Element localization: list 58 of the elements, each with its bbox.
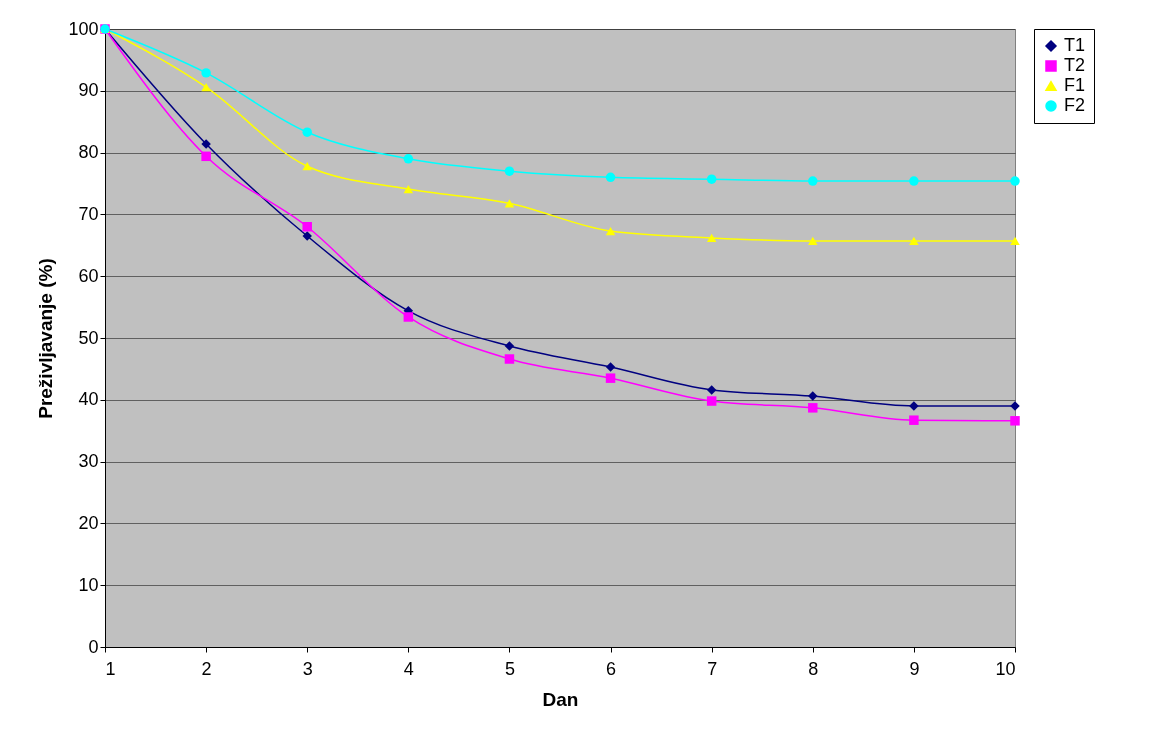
y-tick-label: 70 [78, 203, 99, 224]
x-tick-label: 8 [808, 658, 819, 679]
point [504, 166, 515, 176]
point [1010, 416, 1020, 426]
point [302, 162, 312, 171]
y-tick-label: 10 [78, 574, 99, 595]
y-tick-label: 30 [78, 451, 99, 472]
point [403, 312, 414, 322]
point [403, 184, 414, 194]
x-tick-label: 7 [707, 658, 718, 679]
point [1010, 236, 1020, 246]
point [605, 172, 616, 183]
point [605, 362, 616, 372]
y-tick-label: 60 [78, 265, 99, 286]
point [706, 385, 717, 395]
x-tick-label: 3 [302, 658, 313, 679]
x-tick-label: 1 [105, 658, 116, 679]
point [201, 82, 211, 92]
x-tick-label: 4 [403, 658, 414, 679]
x-tick-label: 2 [201, 658, 212, 679]
x-tick-label: 5 [504, 658, 515, 679]
point [201, 151, 211, 162]
point [706, 396, 717, 406]
y-tick-label: 20 [78, 512, 99, 533]
point [808, 403, 818, 413]
legend-label: F1 [1064, 75, 1086, 95]
point [504, 354, 515, 364]
y-tick-label: 0 [88, 636, 99, 657]
y-axis-title: Preživljavanje (%) [35, 258, 57, 419]
point [909, 415, 919, 425]
point [403, 154, 414, 164]
y-tick-label: 40 [78, 389, 99, 410]
point [302, 222, 312, 232]
y-tick-label: 90 [78, 80, 99, 101]
point [909, 176, 919, 186]
point [706, 174, 717, 184]
y-tick-label: 80 [78, 142, 99, 163]
y-tick-label: 100 [68, 18, 99, 39]
point [1010, 176, 1020, 186]
x-tick-label: 9 [909, 658, 920, 679]
point [808, 176, 818, 186]
point [504, 199, 515, 208]
legend-label: F2 [1064, 95, 1086, 115]
x-tick-label: 6 [606, 658, 617, 679]
x-tick-label: 10 [995, 658, 1016, 679]
point [808, 391, 818, 401]
point [605, 373, 616, 383]
point [504, 341, 515, 351]
point [201, 68, 211, 78]
legend-label: T2 [1064, 55, 1086, 75]
point [605, 226, 616, 236]
point [909, 236, 919, 246]
x-axis-title: Dan [542, 688, 579, 710]
y-tick-label: 50 [78, 327, 99, 348]
point [706, 233, 717, 242]
legend-label: T1 [1064, 35, 1086, 55]
point [302, 127, 312, 137]
point [808, 236, 818, 246]
